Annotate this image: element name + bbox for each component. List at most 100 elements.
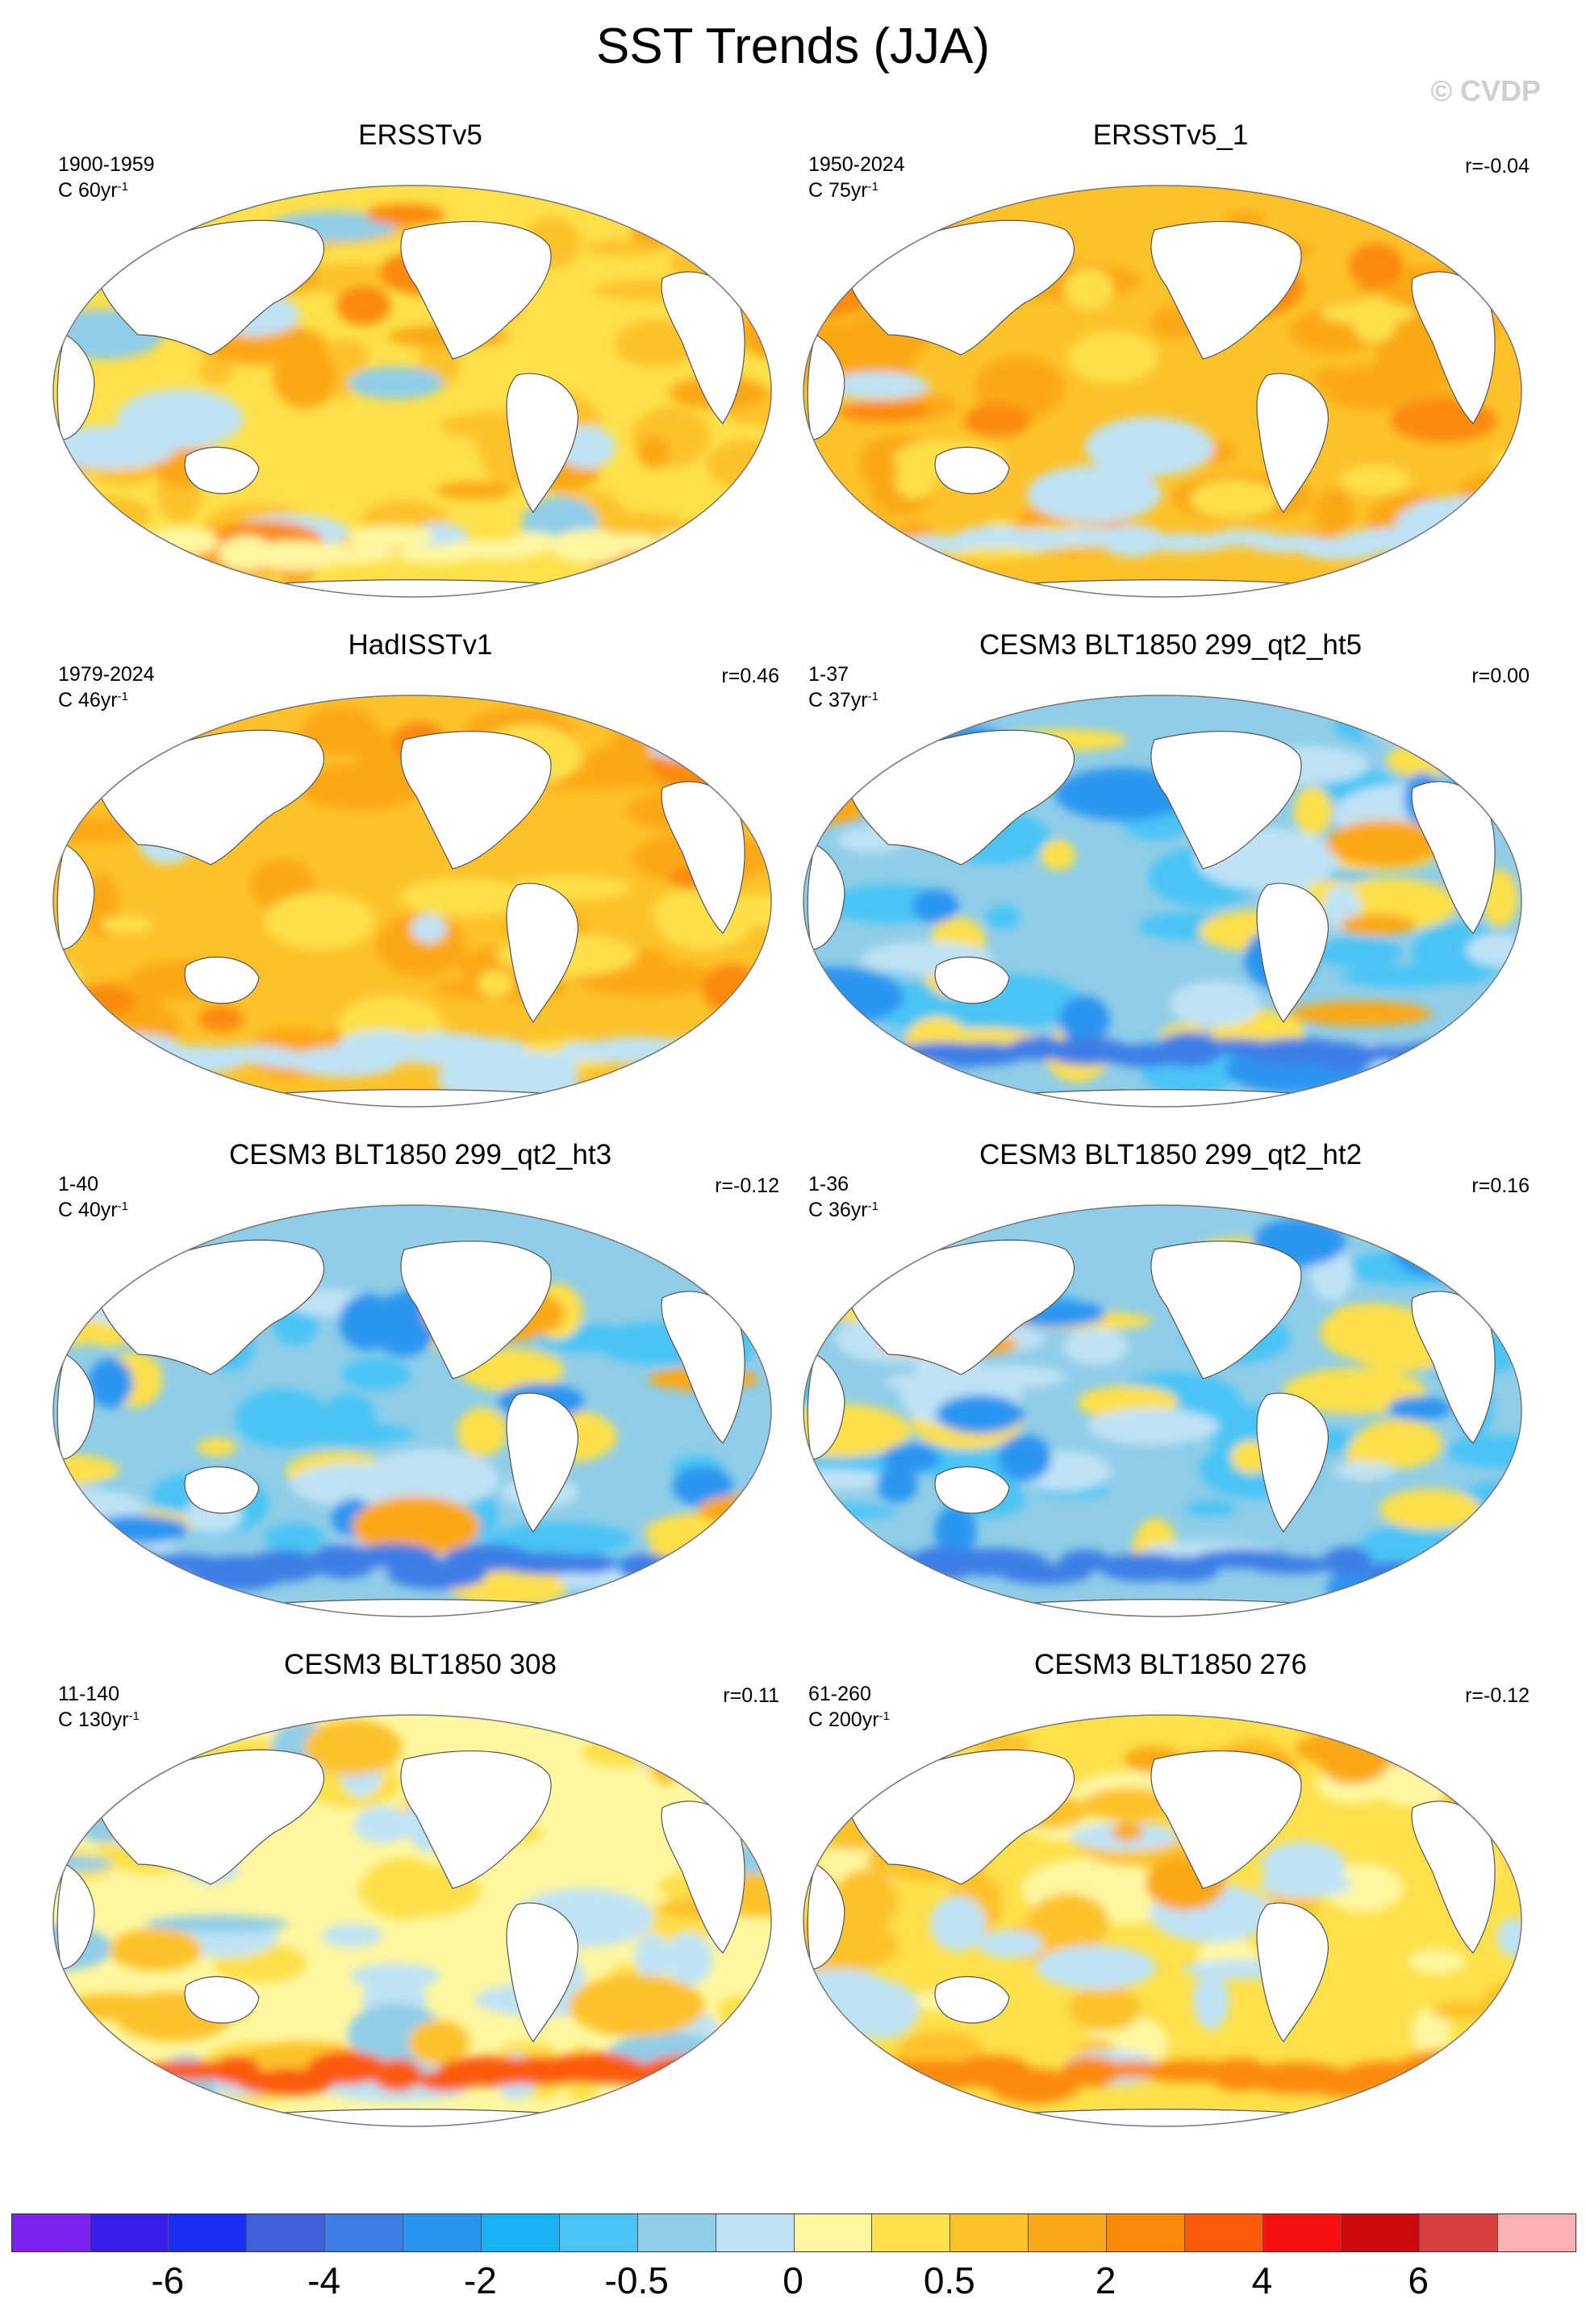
- colorbar-tick: -6: [151, 2259, 185, 2301]
- panel-trend-units: C 200yr-1: [808, 1705, 890, 1731]
- southern-ocean-anomaly: [549, 529, 629, 563]
- land-mass: [934, 446, 1010, 494]
- panel-period: 11-140: [58, 1683, 119, 1705]
- trend-anomaly: [1111, 1822, 1144, 1842]
- pattern-correlation: r=0.16: [1471, 1175, 1530, 1197]
- trend-anomaly: [411, 913, 447, 943]
- southern-ocean-anomaly: [1444, 540, 1521, 565]
- trend-anomaly: [307, 263, 403, 297]
- trend-anomaly: [637, 436, 670, 469]
- map-border: [803, 1204, 1522, 1617]
- robinson-map: [803, 185, 1522, 598]
- panel-period-info: 1-36 C 36yr-1: [808, 1173, 879, 1221]
- southern-ocean-anomaly: [1249, 1556, 1334, 1575]
- land-mass: [184, 956, 260, 1004]
- land-mass: [960, 1089, 1365, 1107]
- trend-anomaly: [912, 889, 959, 924]
- trend-anomaly: [54, 246, 97, 295]
- trend-anomaly: [53, 729, 104, 794]
- colorbar-swatch: [1185, 2214, 1264, 2251]
- land-mass: [847, 1749, 1075, 1885]
- colorbar-tick: -2: [463, 2259, 497, 2301]
- colorbar-swatch: [90, 2214, 169, 2251]
- trend-anomaly: [53, 519, 117, 576]
- trend-anomaly: [53, 426, 177, 469]
- land-mass: [807, 334, 845, 440]
- trend-anomaly: [53, 759, 90, 785]
- trend-anomaly: [361, 1858, 447, 1920]
- land-mass: [960, 2109, 1365, 2126]
- trend-exponent: -1: [117, 1200, 128, 1213]
- southern-ocean-anomaly: [803, 2056, 869, 2086]
- trend-anomaly: [895, 464, 936, 499]
- trend-anomaly: [827, 372, 930, 400]
- trend-anomaly: [1290, 1001, 1432, 1026]
- trend-anomaly: [365, 203, 445, 226]
- panel-trend-units: C 46yr-1: [58, 686, 155, 711]
- trend-anomaly: [1379, 1488, 1481, 1530]
- trend-anomaly: [53, 531, 116, 586]
- map-panel: CESM3 BLT1850 299_qt2_ht2 1-36 C 36yr-1 r=0…: [795, 1139, 1546, 1639]
- southern-ocean-anomaly: [582, 1037, 695, 1065]
- trend-anomaly: [1408, 1949, 1467, 1975]
- trend-anomaly: [361, 1449, 499, 1508]
- trend-anomaly: [634, 1934, 670, 1980]
- trend-anomaly: [55, 1545, 141, 1589]
- southern-ocean-anomaly: [69, 2069, 123, 2095]
- trend-anomaly: [88, 1358, 133, 1408]
- southern-ocean-anomaly: [699, 528, 766, 560]
- colorbar-swatch: [794, 2214, 873, 2251]
- trend-anomaly: [1436, 741, 1521, 774]
- land-mass: [1256, 1392, 1329, 1533]
- trend-label: C 130yr: [58, 1709, 129, 1731]
- southern-ocean-anomaly: [1323, 1546, 1372, 1577]
- trend-exponent: -1: [128, 1709, 140, 1723]
- trend-anomaly: [1323, 1863, 1404, 1913]
- trend-anomaly: [1333, 1462, 1396, 1480]
- southern-ocean-anomaly: [607, 533, 658, 552]
- trend-anomaly: [303, 1719, 403, 1775]
- southern-ocean-anomaly: [1410, 1554, 1480, 1583]
- trend-anomaly: [100, 916, 152, 933]
- map-border: [52, 695, 772, 1108]
- trend-label: C 40yr: [58, 1199, 118, 1221]
- colorbar-swatch: [716, 2214, 795, 2251]
- trend-anomaly: [649, 1518, 726, 1577]
- colorbar-swatch: [950, 2214, 1029, 2251]
- trend-anomaly: [836, 1979, 920, 2039]
- colorbar-swatch: [246, 2214, 325, 2251]
- trend-anomaly: [336, 286, 391, 326]
- southern-ocean-anomaly: [284, 543, 396, 565]
- trend-anomaly: [985, 905, 1020, 929]
- southern-ocean-anomaly: [702, 1045, 771, 1073]
- land-mass: [1256, 1902, 1329, 2043]
- trend-anomaly: [408, 2020, 470, 2065]
- panel-period-info: 1979-2024 C 46yr-1: [58, 663, 155, 711]
- trend-anomaly: [53, 496, 151, 535]
- trend-label: C 37yr: [808, 689, 868, 711]
- southern-ocean-anomaly: [96, 1550, 170, 1582]
- panel-title: CESM3 BLT1850 308: [284, 1649, 557, 1680]
- colorbar-swatch: [872, 2214, 951, 2251]
- land-mass: [960, 579, 1365, 597]
- map-panel: CESM3 BLT1850 299_qt2_ht3 1-40 C 40yr-1 r=-…: [45, 1139, 795, 1639]
- map-panel: CESM3 BLT1850 308 11-140 C 130yr-1 r=0.11: [45, 1649, 795, 2149]
- trend-anomaly: [803, 1224, 858, 1246]
- southern-ocean-anomaly: [106, 2069, 162, 2087]
- trend-anomaly: [834, 1869, 898, 1933]
- map-border: [52, 1714, 772, 2127]
- southern-ocean-anomaly: [372, 2059, 423, 2092]
- land-mass: [56, 1354, 95, 1460]
- trend-anomaly: [1193, 1971, 1229, 2030]
- trend-label: C 200yr: [808, 1709, 879, 1731]
- trend-anomaly: [936, 1395, 1025, 1434]
- land-mass: [506, 373, 578, 514]
- colorbar-swatch: [1107, 2214, 1186, 2251]
- trend-anomaly: [1339, 913, 1416, 936]
- land-mass: [97, 1749, 325, 1885]
- trend-anomaly: [1293, 786, 1333, 836]
- trend-anomaly: [1064, 268, 1113, 311]
- southern-ocean-anomaly: [583, 2063, 684, 2084]
- trend-anomaly: [975, 356, 1065, 420]
- map-border: [52, 1204, 772, 1617]
